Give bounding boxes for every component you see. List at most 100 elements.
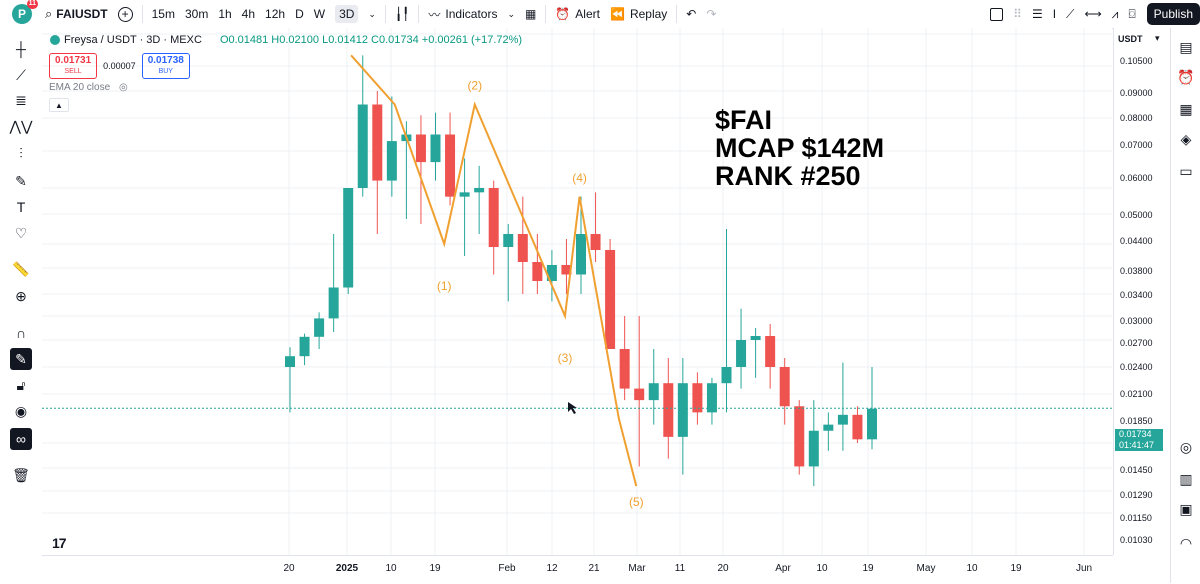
- search-icon: ⌕: [45, 6, 53, 21]
- timeframe-3d[interactable]: 3D: [330, 0, 363, 28]
- time-tick: 21: [588, 563, 600, 574]
- timeframe-4h[interactable]: 4h: [237, 0, 260, 28]
- trash-icon[interactable]: 🗑︎: [12, 466, 30, 483]
- text-icon[interactable]: T: [16, 199, 26, 215]
- timeframe-label: 15m: [151, 7, 175, 21]
- zoom-icon[interactable]: ⊕: [15, 287, 27, 304]
- candle-body: [546, 265, 557, 281]
- ohlc-values: O0.01481 H0.02100 L0.01412 C0.01734 +0.0…: [219, 34, 523, 46]
- symbol-name: FAIUSDT: [56, 7, 108, 21]
- candle-body: [590, 234, 601, 250]
- timeframe-d[interactable]: D: [290, 0, 309, 28]
- wave-label: (1): [437, 279, 452, 293]
- timeframe-dropdown[interactable]: ⌄: [363, 0, 381, 28]
- redo-button[interactable]: ↷: [701, 0, 721, 28]
- pattern-icon[interactable]: ⋀⋁: [9, 117, 33, 134]
- prediction-icon[interactable]: ⫶: [19, 144, 23, 161]
- candle-body: [634, 388, 645, 401]
- watchlist-icon[interactable]: ▤: [1179, 38, 1193, 55]
- link-icon[interactable]: ∞: [10, 428, 32, 450]
- fib-tool-button[interactable]: ☰: [1027, 0, 1048, 28]
- magnet-icon[interactable]: ∩: [15, 325, 27, 341]
- price-tick: 0.01290: [1120, 490, 1153, 500]
- candle-body: [765, 336, 776, 367]
- trend-tool-button[interactable]: ⟋: [1061, 0, 1079, 28]
- chart-annotation[interactable]: $FAI MCAP $142M RANK #250: [715, 106, 884, 190]
- calendar-icon[interactable]: ▥: [1179, 470, 1193, 487]
- candle-body: [837, 414, 848, 425]
- data-window-icon[interactable]: ▦: [1179, 100, 1193, 117]
- chart-type-button[interactable]: ╽╿: [390, 0, 414, 28]
- trendline-icon[interactable]: ⟋: [16, 66, 26, 83]
- price-chart[interactable]: (1) (2) (3) (4) (5): [42, 28, 1112, 555]
- undo-button[interactable]: ↶: [681, 0, 701, 28]
- compare-button[interactable]: +: [113, 0, 138, 28]
- alert-button[interactable]: ⏰ Alert: [550, 0, 605, 28]
- publish-button[interactable]: Publish: [1146, 3, 1200, 25]
- ema-indicator-legend[interactable]: EMA 20 close ◎: [49, 82, 128, 93]
- timeframe-label: 30m: [184, 7, 209, 21]
- layers-icon[interactable]: ◈: [1180, 130, 1192, 147]
- text-cursor-button[interactable]: I: [1048, 0, 1061, 28]
- time-tick: 2025: [335, 563, 359, 574]
- ideas-icon[interactable]: ▣: [1179, 500, 1193, 517]
- timeframe-12h[interactable]: 12h: [260, 0, 290, 28]
- timeframe-w[interactable]: W: [309, 0, 330, 28]
- price-scale[interactable]: 0.10500 0.09000 0.08000 0.07000 0.06000 0.050…: [1113, 28, 1171, 555]
- candle-body: [779, 367, 790, 407]
- path-tool-button[interactable]: ⩘: [1107, 0, 1124, 28]
- trendline-icon: ⟋: [1066, 6, 1075, 21]
- chevron-down-icon[interactable]: ▾: [1155, 33, 1160, 43]
- horizontal-ray-button[interactable]: ⟷: [1079, 0, 1106, 28]
- profile-avatar[interactable]: P 11: [12, 0, 38, 24]
- divider: [384, 5, 386, 23]
- chat-icon[interactable]: ▭: [1179, 162, 1193, 179]
- candle-body: [736, 340, 747, 367]
- fib-icon[interactable]: ≣: [15, 91, 27, 108]
- eye-icon[interactable]: ◉: [14, 402, 28, 419]
- buy-button[interactable]: 0.01738 BUY: [141, 53, 190, 79]
- right-sidebar: ▤ ⏰ ▦ ◈ ▭ ◎ ▥ ▣ ◠: [1170, 28, 1200, 583]
- timeframe-30m[interactable]: 30m: [180, 0, 213, 28]
- camera-icon: ⌼: [1128, 6, 1136, 21]
- spread-value: 0.00007: [103, 61, 136, 71]
- target-icon[interactable]: ◎: [1179, 438, 1193, 455]
- price-tick: 0.01150: [1120, 513, 1152, 523]
- currency-selector[interactable]: USDT: [1118, 34, 1143, 44]
- time-scale[interactable]: 20 2025 10 19 Feb 12 21 Mar 11 20 Apr 10 19 May 10 19 Ju…: [42, 555, 1113, 584]
- price-tick: 0.01030: [1120, 535, 1153, 545]
- tradingview-logo[interactable]: 17: [52, 535, 67, 551]
- snapshot-button[interactable]: ⌼: [1123, 0, 1140, 28]
- eye-hidden-icon[interactable]: ◎: [118, 82, 128, 93]
- chart-pane[interactable]: (1) (2) (3) (4) (5): [42, 28, 1112, 555]
- text-cursor-icon: I: [1052, 7, 1057, 21]
- heart-icon[interactable]: ♡: [14, 224, 28, 241]
- buy-label: BUY: [158, 68, 173, 75]
- symbol-search[interactable]: ⌕ FAIUSDT: [40, 0, 113, 28]
- price-tick: 0.01850: [1120, 416, 1153, 426]
- collapse-legend-button[interactable]: ▲: [49, 98, 69, 112]
- candle-body: [445, 134, 456, 197]
- price-tick: 0.06000: [1120, 173, 1153, 183]
- wave-label: (5): [629, 495, 644, 509]
- templates-button[interactable]: ▦: [520, 0, 541, 28]
- sell-price: 0.01731: [55, 55, 92, 66]
- lock-icon[interactable]: 🔓︎: [16, 376, 26, 393]
- drag-handle[interactable]: ⠿: [1008, 0, 1027, 28]
- replay-button[interactable]: ⏪ Replay: [605, 0, 672, 28]
- signal-icon[interactable]: ◠: [1179, 534, 1193, 551]
- layout-button[interactable]: [985, 0, 1008, 28]
- sell-button[interactable]: 0.01731 SELL: [49, 53, 98, 79]
- candle-body: [285, 356, 295, 367]
- candle-body: [314, 318, 325, 337]
- time-tick: Feb: [498, 563, 516, 574]
- indicators-button[interactable]: 〰 Indicators ⌄: [423, 0, 520, 28]
- alerts-icon[interactable]: ⏰: [1177, 68, 1195, 85]
- time-tick: 10: [816, 563, 828, 574]
- brush-icon[interactable]: ✎: [15, 172, 27, 189]
- timeframe-15m[interactable]: 15m: [147, 0, 180, 28]
- ruler-icon[interactable]: 📏: [12, 260, 30, 277]
- lock-drawing-icon[interactable]: ✎: [10, 348, 32, 370]
- timeframe-1h[interactable]: 1h: [213, 0, 236, 28]
- crosshair-icon[interactable]: ┼: [16, 41, 26, 57]
